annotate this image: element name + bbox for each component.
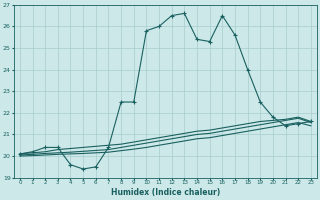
X-axis label: Humidex (Indice chaleur): Humidex (Indice chaleur) [111,188,220,197]
